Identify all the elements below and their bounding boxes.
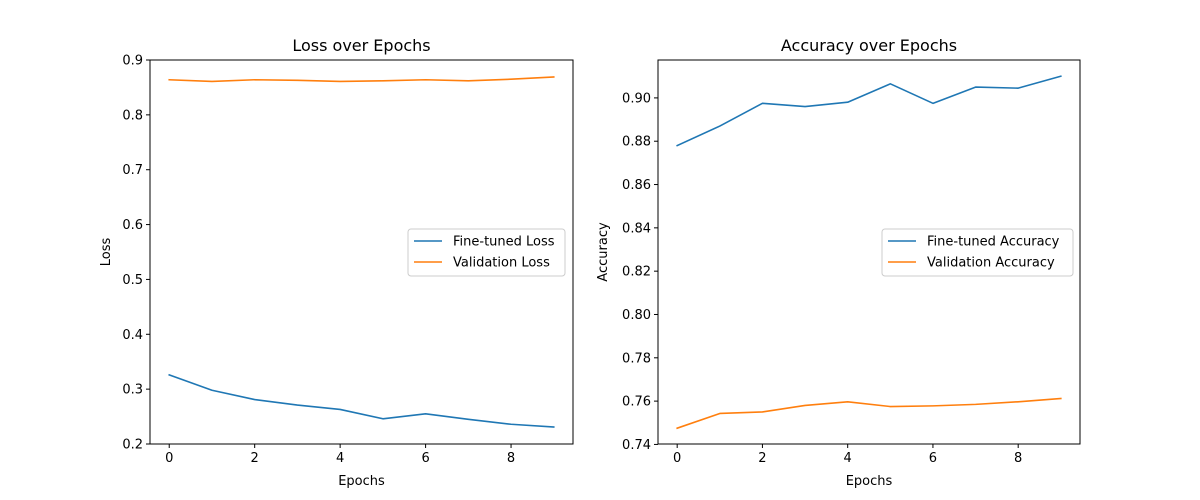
y-tick-label: 0.88 [622,135,651,150]
y-tick-label: 0.90 [622,91,651,106]
series-line-1 [676,397,1062,430]
chart-title: Accuracy over Epochs [781,36,957,55]
x-axis-label: Epochs [338,474,385,489]
y-tick-label: 0.3 [122,383,143,398]
y-tick-label: 0.8 [122,108,143,123]
y-tick-label: 0.78 [622,351,651,366]
x-tick-label: 4 [844,451,852,466]
y-tick-label: 0.84 [622,221,651,236]
x-tick-label: 4 [336,451,344,466]
legend: Fine-tuned Loss Validation Loss [407,228,566,277]
y-axis-label: Loss [99,238,114,267]
y-tick-label: 0.6 [122,218,143,233]
x-tick-label: 0 [165,451,173,466]
y-axis-label: Accuracy [596,222,611,282]
axes-frame [149,59,574,445]
x-tick-label: 6 [421,451,429,466]
series-line-0 [676,75,1062,147]
y-tick-label: 0.4 [122,328,143,343]
y-tick-label: 0.9 [122,54,143,69]
y-tick-label: 0.86 [622,178,651,193]
x-tick-label: 2 [758,451,766,466]
y-tick-label: 0.2 [122,438,143,453]
x-tick-label: 8 [507,451,515,466]
y-tick-label: 0.7 [122,163,143,178]
y-tick-label: 0.76 [622,395,651,410]
legend-label-1: Validation Accuracy [927,256,1055,271]
chart-1: Accuracy over Epochs 0 2 4 6 8 0.74 0.76 0.78 0.8… [596,36,1081,489]
legend-label-0: Fine-tuned Loss [453,235,555,250]
x-tick-label: 8 [1014,451,1022,466]
x-tick-label: 6 [929,451,937,466]
legend-label-0: Fine-tuned Accuracy [927,235,1060,250]
axes-frame [657,59,1081,445]
x-axis-label: Epochs [846,474,893,489]
y-tick-label: 0.74 [622,438,651,453]
legend-frame [407,228,566,277]
x-tick-label: 0 [673,451,681,466]
x-tick-label: 2 [251,451,259,466]
series-line-1 [168,76,555,83]
chart-0: Loss over Epochs 0 2 4 6 8 0.2 0.3 0.4 0.5 0.6 0.7 0… [99,36,574,489]
series-line-0 [168,373,555,428]
y-tick-label: 0.82 [622,265,651,280]
y-tick-label: 0.80 [622,308,651,323]
legend-label-1: Validation Loss [453,256,550,271]
chart-title: Loss over Epochs [292,36,430,55]
y-tick-label: 0.5 [122,273,143,288]
legend-frame [881,228,1074,277]
legend: Fine-tuned Accuracy Validation Accuracy [881,228,1074,277]
